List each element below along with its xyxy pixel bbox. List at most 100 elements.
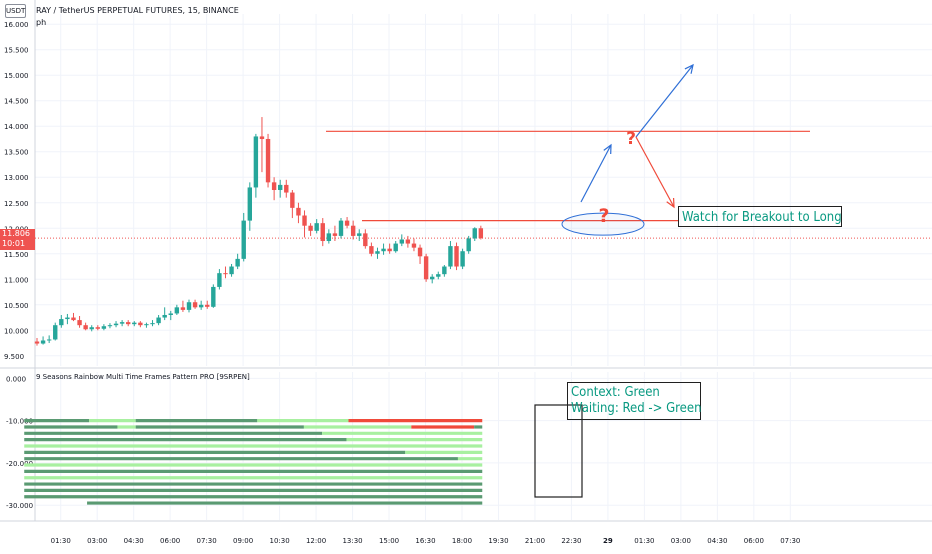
up-arrow-small — [580, 144, 612, 203]
indicator-tick-label: 0.000 — [6, 375, 26, 383]
candle-up — [101, 326, 107, 329]
time-tick-label: 03:00 — [671, 537, 691, 545]
candle-up — [65, 317, 70, 320]
context-note[interactable]: Context: Green Waiting: Red -> Green — [567, 382, 702, 420]
time-tick-label: 04:30 — [707, 537, 727, 545]
candle-up — [241, 220, 246, 259]
candle-up — [211, 286, 216, 307]
candle-up — [186, 302, 192, 310]
price-tick-label: 10.000 — [4, 327, 29, 335]
candle-down — [454, 246, 459, 267]
indicator-tick-label: -30.000 — [6, 502, 33, 510]
time-tick-label: 29 — [603, 537, 613, 545]
candle-down — [71, 317, 76, 321]
candle-up — [448, 246, 453, 267]
candle-up — [144, 324, 149, 326]
candle-up — [393, 243, 398, 252]
candle-up — [326, 233, 332, 242]
candle-up — [59, 319, 64, 326]
candle-down — [271, 182, 277, 190]
candle-down — [180, 307, 186, 310]
time-tick-label: 06:00 — [160, 537, 180, 545]
candle-down — [308, 225, 313, 231]
time-tick-label: 03:00 — [87, 537, 107, 545]
price-tick-label: 15.000 — [4, 72, 29, 80]
price-tick-label: 12.500 — [4, 200, 29, 208]
candle-down — [265, 138, 271, 183]
candle-down — [478, 228, 484, 239]
candle-up — [156, 317, 161, 324]
candle-down — [363, 233, 368, 247]
down-arrow-head — [666, 197, 675, 209]
candle-down — [192, 302, 198, 308]
indicator-title[interactable]: 9 Seasons Rainbow Multi Time Frames Patt… — [36, 373, 250, 381]
candle-up — [472, 228, 477, 239]
candle-down — [290, 192, 295, 208]
candle-up — [162, 314, 167, 318]
time-tick-label: 18:00 — [452, 537, 472, 545]
candle-up — [53, 325, 58, 340]
context-line: Context: Green — [571, 385, 660, 400]
candle-down — [405, 239, 411, 244]
candle-up — [466, 238, 471, 252]
question-mark-upper: ? — [626, 129, 636, 149]
time-tick-label: 07:30 — [780, 537, 800, 545]
candle-up — [150, 323, 155, 325]
time-tick-label: 16:30 — [415, 537, 435, 545]
time-tick-label: 19:30 — [488, 537, 508, 545]
candle-down — [259, 136, 265, 139]
time-tick-label: 13:30 — [342, 537, 362, 545]
candle-down — [34, 341, 40, 344]
candle-down — [369, 246, 374, 254]
candle-up — [174, 307, 180, 314]
candle-up — [460, 251, 465, 267]
time-tick-label: 12:00 — [306, 537, 326, 545]
candle-up — [375, 251, 380, 254]
price-tick-label: 15.500 — [4, 47, 29, 55]
focus-rectangle — [534, 404, 583, 498]
candle-up — [278, 184, 283, 190]
bar-countdown: 10:01 — [2, 239, 26, 248]
symbol-title[interactable]: RAY / TetherUS PERPETUAL FUTURES, 15, BI… — [36, 6, 239, 15]
candle-down — [350, 225, 356, 236]
candle-down — [205, 304, 210, 307]
candle-up — [314, 223, 319, 231]
candle-up — [399, 239, 404, 244]
candle-up — [235, 258, 240, 267]
candle-up — [442, 266, 447, 275]
question-mark-lower: ? — [598, 205, 609, 227]
price-tick-label: 9.500 — [4, 353, 24, 361]
breakout-zone-ellipse — [561, 212, 645, 236]
candle-up — [132, 322, 137, 325]
candle-up — [89, 327, 94, 330]
price-tick-label: 14.000 — [4, 123, 29, 131]
candle-up — [436, 274, 441, 277]
candle-up — [46, 339, 52, 341]
candle-down — [320, 223, 325, 242]
candle-down — [126, 322, 131, 325]
candle-up — [40, 340, 46, 344]
breakout-note[interactable]: Watch for Breakout to Long — [678, 206, 842, 227]
candle-up — [430, 276, 435, 280]
candle-down — [223, 273, 228, 275]
up-arrow-large-head — [684, 63, 694, 74]
candle-down — [302, 215, 307, 226]
indicator-sub-label[interactable]: ph — [36, 18, 47, 27]
candle-up — [119, 322, 125, 324]
candle-up — [381, 248, 386, 252]
currency-badge[interactable]: USDT — [5, 4, 26, 18]
candle-down — [411, 243, 417, 248]
time-tick-label: 09:00 — [233, 537, 253, 545]
candle-down — [77, 320, 82, 326]
candle-down — [296, 207, 301, 216]
price-tick-label: 14.500 — [4, 98, 29, 106]
price-tick-label: 11.000 — [4, 276, 29, 284]
time-tick-label: 22:30 — [561, 537, 581, 545]
candle-down — [138, 322, 143, 326]
candle-up — [217, 273, 222, 287]
time-tick-label: 01:30 — [51, 537, 71, 545]
time-tick-label: 10:30 — [269, 537, 289, 545]
indicator-tick-label: -10.000 — [6, 418, 33, 426]
candle-up — [338, 220, 344, 236]
